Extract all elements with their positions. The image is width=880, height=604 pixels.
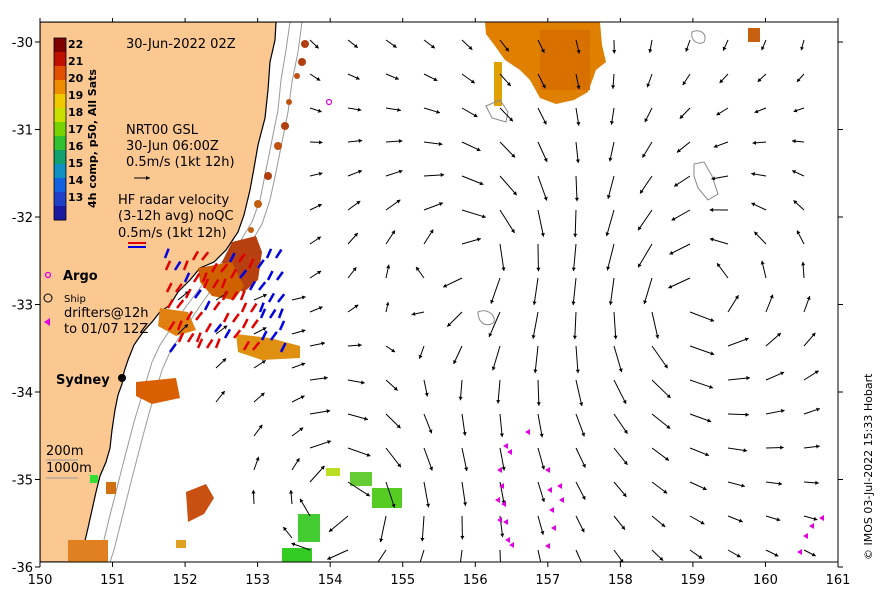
- radar-legend-line-3: 0.5m/s (1kt 12h): [118, 226, 227, 241]
- y-tick-label: -34: [12, 386, 33, 401]
- x-tick-label: 158: [608, 573, 633, 588]
- gsl-legend-line-1: NRT00 GSL: [126, 123, 199, 138]
- colorbar-tick-label: 19: [68, 89, 83, 102]
- isobath-200-label: 200m: [46, 444, 83, 459]
- y-tick-label: -31: [12, 124, 33, 139]
- isobath-1000-label: 1000m: [46, 461, 92, 476]
- colorbar-tick-label: 14: [68, 174, 84, 187]
- x-tick-label: 153: [245, 573, 270, 588]
- argo-legend-label: Argo: [63, 269, 98, 284]
- colorbar-tick-label: 18: [68, 106, 83, 119]
- colorbar-tick-label: 22: [68, 38, 83, 51]
- gsl-legend-line-2: 30-Jun 06:00Z: [126, 139, 219, 154]
- colorbar-tick-label: 21: [68, 55, 83, 68]
- radar-legend-line-1: HF radar velocity: [118, 193, 230, 208]
- ship-legend-label: Ship: [64, 294, 86, 305]
- x-tick-label: 156: [463, 573, 488, 588]
- sydney-label: Sydney: [56, 373, 110, 388]
- drifters-legend-line-2: to 01/07 12Z: [64, 322, 148, 337]
- gsl-legend-line-3: 0.5m/s (1kt 12h): [126, 155, 235, 170]
- credit-label: © IMOS 03-Jul-2022 15:33 Hobart: [862, 373, 875, 560]
- colorbar-tick-label: 16: [68, 140, 84, 153]
- colorbar-tick-label: 13: [68, 191, 83, 204]
- radar-legend: HF radar velocity (3-12h avg) noQC 0.5m/…: [118, 193, 234, 247]
- colorbar-tick-label: 20: [68, 72, 84, 85]
- x-tick-label: 160: [753, 573, 778, 588]
- x-tick-label: 152: [173, 573, 198, 588]
- x-tick-label: 161: [826, 573, 851, 588]
- y-tick-label: -36: [12, 561, 33, 576]
- x-tick-label: 155: [390, 573, 415, 588]
- colorbar-tick-label: 17: [68, 123, 83, 136]
- x-tick-label: 159: [680, 573, 705, 588]
- sydney-marker: [118, 374, 126, 382]
- drifters-legend-line-1: drifters@12h: [64, 306, 149, 321]
- colorbar-tick-label: 15: [68, 157, 83, 170]
- x-tick-label: 157: [535, 573, 560, 588]
- y-tick-label: -30: [12, 36, 33, 51]
- y-tick-label: -33: [12, 299, 33, 314]
- radar-legend-line-2: (3-12h avg) noQC: [118, 209, 234, 224]
- y-tick-label: -35: [12, 474, 33, 489]
- x-tick-label: 151: [100, 573, 125, 588]
- colorbar-label: 4h comp, p50, All Sats: [86, 69, 99, 208]
- x-tick-label: 154: [318, 573, 343, 588]
- timestamp-label: 30-Jun-2022 02Z: [126, 37, 236, 52]
- y-tick-label: -32: [12, 211, 33, 226]
